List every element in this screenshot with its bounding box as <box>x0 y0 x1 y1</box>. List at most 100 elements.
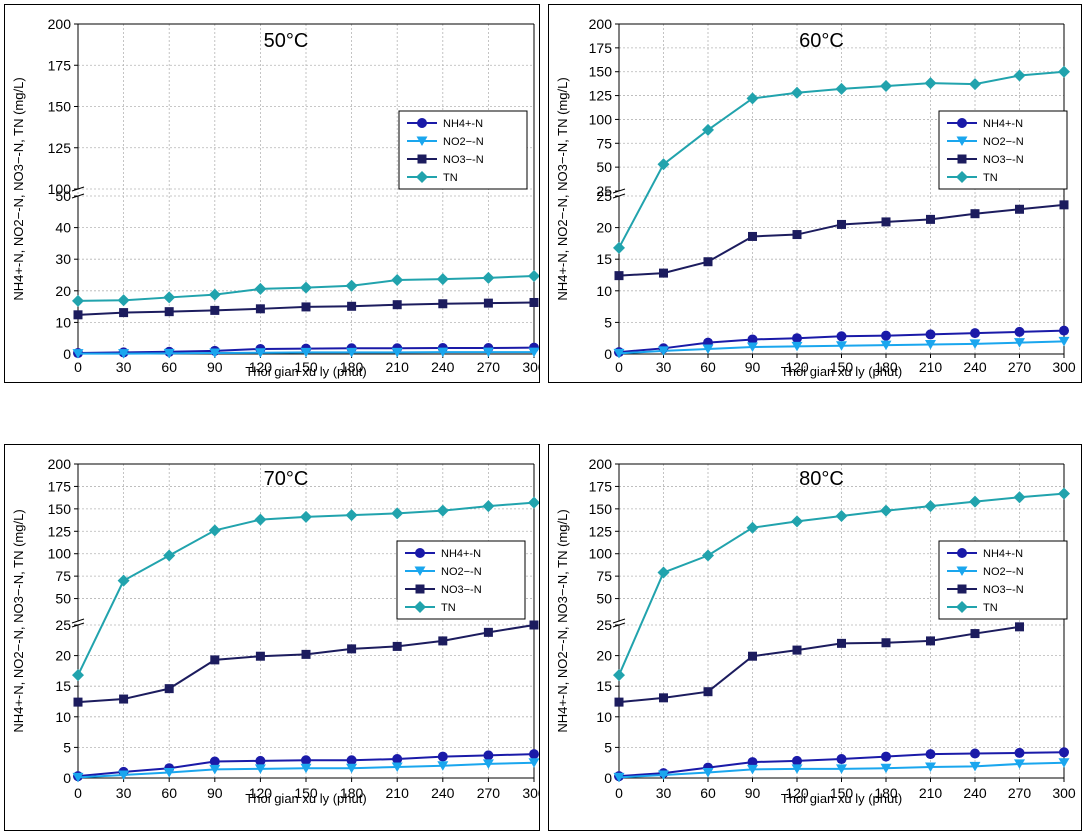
data-point-tn <box>163 291 176 304</box>
legend: NH4+-N NO2−-N NO3−-N TN <box>938 540 1068 620</box>
x-tick-labels: 0 30 60 90 120 150 180 210 240 270 300 <box>615 778 1076 801</box>
series-tn <box>72 496 539 682</box>
x-tick-label: 150 <box>830 785 854 801</box>
legend-item-no2: NO2−-N <box>407 136 484 148</box>
y-tick-label: 125 <box>48 140 72 156</box>
y-tick-label: 175 <box>48 478 72 494</box>
x-tick-label: 270 <box>477 785 501 801</box>
data-point-no3 <box>529 297 539 307</box>
data-point-no3 <box>748 231 757 241</box>
data-point-no3 <box>483 298 493 308</box>
data-point-no3 <box>659 693 668 703</box>
x-tick-label: 90 <box>207 785 223 801</box>
y-tick-label: 125 <box>589 88 613 104</box>
data-point-tn <box>657 566 670 579</box>
data-point-tn <box>924 500 937 513</box>
x-tick-label: 210 <box>386 359 410 375</box>
data-point-no2 <box>925 762 936 772</box>
data-point-no3 <box>614 697 624 707</box>
data-point-nh4 <box>301 755 311 766</box>
legend-item-tn: TN <box>405 601 456 614</box>
data-point-nh4 <box>925 329 936 340</box>
data-point-no3 <box>392 641 402 651</box>
data-point-no2 <box>1058 758 1070 768</box>
data-point-no3 <box>438 299 448 309</box>
data-point-nh4 <box>747 757 758 768</box>
y-tick-label: 20 <box>55 283 71 299</box>
data-point-no3 <box>1015 204 1024 214</box>
data-point-tn <box>254 513 267 526</box>
data-point-nh4 <box>792 333 802 344</box>
legend-marker-no3 <box>417 154 427 164</box>
data-point-tn <box>880 80 892 93</box>
data-point-nh4 <box>1014 747 1025 758</box>
x-tick-label: 150 <box>294 785 318 801</box>
data-point-tn <box>163 549 176 562</box>
y-axis-label: NH4+-N, NO2−-N, NO3−-N, TN (mg/L) <box>11 77 26 300</box>
legend-label: TN <box>983 602 998 614</box>
x-tick-label: 120 <box>249 785 273 801</box>
legend-item-no2: NO2−-N <box>405 566 482 578</box>
legend-item-no3: NO3−-N <box>947 154 1024 166</box>
data-point-no3 <box>164 307 174 317</box>
y-tick-label: 125 <box>48 523 72 539</box>
legend-item-tn: TN <box>407 171 458 184</box>
data-point-no3 <box>792 645 802 655</box>
legend-item-tn: TN <box>947 171 998 184</box>
data-point-no3 <box>347 301 357 311</box>
data-point-tn <box>702 549 714 562</box>
x-tick-label: 120 <box>785 785 809 801</box>
data-point-no2 <box>702 767 714 778</box>
x-tick-label: 240 <box>963 785 987 801</box>
legend-marker-nh4 <box>957 118 967 128</box>
data-point-no2 <box>613 772 625 783</box>
legend-marker-no2 <box>414 566 426 576</box>
data-point-no3 <box>255 651 265 661</box>
data-point-no3 <box>1015 622 1024 632</box>
y-tick-label: 100 <box>589 111 613 127</box>
chart-panel-50c: 100 125 150 175 200 0 10 20 30 40 50 0 30 60 90 120 150 1… <box>4 4 540 383</box>
x-tick-label: 30 <box>116 785 132 801</box>
data-point-no3 <box>529 620 539 630</box>
data-point-no2 <box>437 761 449 771</box>
data-point-tn <box>1058 487 1070 500</box>
data-point-no3 <box>659 268 668 278</box>
x-axis-label: Thoi gian xu ly (phut) <box>245 791 366 806</box>
data-point-tn <box>969 495 981 508</box>
y-tick-label: 20 <box>55 648 71 664</box>
data-point-no3 <box>837 638 846 648</box>
data-point-no2 <box>300 763 312 774</box>
y-tick-label: 15 <box>596 251 612 267</box>
y-tick-label: 15 <box>596 678 612 694</box>
x-tick-label: 300 <box>522 785 539 801</box>
data-point-tn <box>528 269 539 282</box>
data-point-no3 <box>881 217 891 227</box>
y-tick-label: 0 <box>63 346 71 362</box>
data-point-no2 <box>482 759 494 769</box>
data-point-tn <box>72 294 84 307</box>
chart-title: 50°C <box>264 30 309 52</box>
chart-title: 70°C <box>264 468 309 490</box>
y-tick-labels: 25 50 75 100 125 150 175 200 0 5 10 15 20 25 <box>589 16 619 362</box>
data-point-tn <box>345 509 358 522</box>
y-tick-labels: 100 125 150 175 200 0 10 20 30 40 50 <box>48 16 78 362</box>
y-tick-label: 50 <box>596 159 612 175</box>
data-point-nh4 <box>792 755 802 766</box>
data-point-nh4 <box>836 331 847 342</box>
y-tick-label: 10 <box>55 709 71 725</box>
series-tn <box>613 487 1070 682</box>
legend-label: TN <box>443 172 458 184</box>
data-point-no2 <box>836 764 847 774</box>
y-tick-label: 10 <box>55 314 71 330</box>
data-point-no2 <box>836 341 847 351</box>
legend-item-nh4: NH4+-N <box>405 548 481 560</box>
y-tick-label: 20 <box>596 648 612 664</box>
data-point-nh4 <box>529 749 539 760</box>
legend-item-no3: NO3−-N <box>407 154 484 166</box>
data-point-tn <box>528 496 539 509</box>
data-point-nh4 <box>970 328 980 339</box>
legend-item-nh4: NH4+-N <box>407 118 483 130</box>
data-point-no2 <box>118 770 130 780</box>
data-point-no3 <box>970 629 980 639</box>
